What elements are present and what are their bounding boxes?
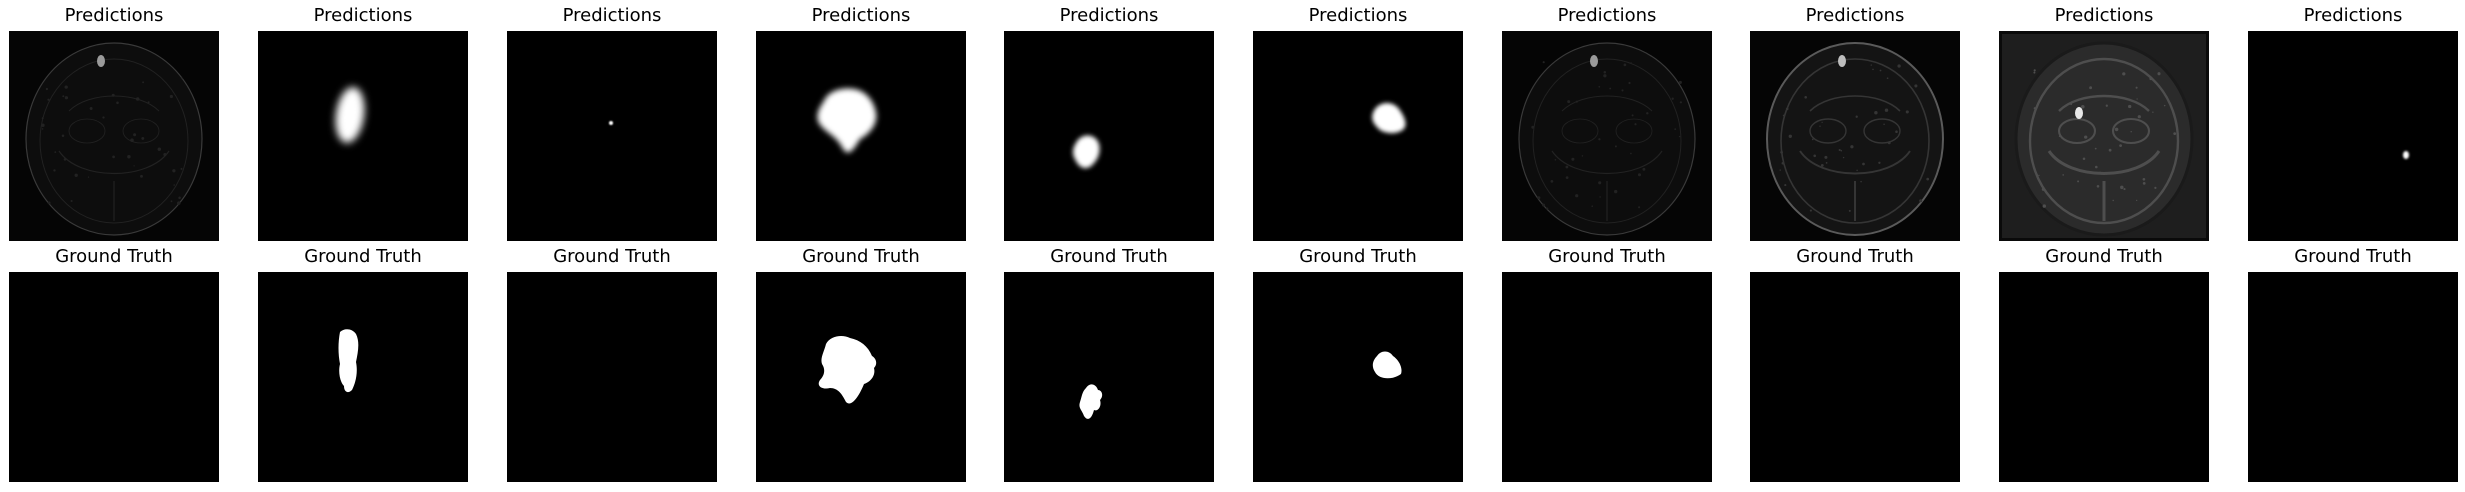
ground-truth-panel-7: Ground Truth	[1502, 241, 1712, 482]
segmentation-mask	[2403, 151, 2409, 159]
prediction-image	[9, 31, 219, 241]
panel-title: Predictions	[313, 5, 413, 26]
prediction-image	[1253, 31, 1463, 241]
ground-truth-panel-2: Ground Truth	[258, 241, 468, 482]
panel-title: Ground Truth	[553, 246, 671, 267]
segmentation-mask	[609, 121, 613, 125]
prediction-panel-2: Predictions	[258, 0, 468, 241]
panel-title: Predictions	[1059, 5, 1159, 26]
prediction-image	[2248, 31, 2458, 241]
ground-truth-panel-10: Ground Truth	[2248, 241, 2458, 482]
brain-scan-texture	[1518, 42, 1696, 236]
panel-title: Ground Truth	[304, 246, 422, 267]
prediction-panel-1: Predictions	[9, 0, 219, 241]
panel-title: Predictions	[2054, 5, 2154, 26]
segmentation-mask	[338, 329, 359, 393]
prediction-image	[258, 31, 468, 241]
ground-truth-image	[258, 272, 468, 482]
ground-truth-image	[2248, 272, 2458, 482]
panel-title: Predictions	[1805, 5, 1905, 26]
ground-truth-image	[756, 272, 966, 482]
ground-truth-panel-1: Ground Truth	[9, 241, 219, 482]
segmentation-mask	[1073, 135, 1100, 169]
prediction-image	[507, 31, 717, 241]
panel-title: Ground Truth	[2294, 246, 2412, 267]
panel-title: Predictions	[811, 5, 911, 26]
panel-title: Predictions	[1557, 5, 1657, 26]
segmentation-mask	[818, 336, 877, 404]
ground-truth-panel-9: Ground Truth	[1999, 241, 2209, 482]
prediction-image	[1502, 31, 1712, 241]
prediction-image	[756, 31, 966, 241]
ground-truth-image	[1750, 272, 1960, 482]
brain-scan-texture	[25, 42, 203, 236]
segmentation-mask	[1079, 384, 1103, 419]
panel-title: Ground Truth	[55, 246, 173, 267]
ground-truth-panel-8: Ground Truth	[1750, 241, 1960, 482]
panel-title: Ground Truth	[1050, 246, 1168, 267]
panel-title: Predictions	[2303, 5, 2403, 26]
panel-title: Ground Truth	[1548, 246, 1666, 267]
segmentation-mask	[1372, 103, 1406, 134]
prediction-panel-10: Predictions	[2248, 0, 2458, 241]
panel-title: Ground Truth	[2045, 246, 2163, 267]
prediction-panel-3: Predictions	[507, 0, 717, 241]
ground-truth-image	[9, 272, 219, 482]
brain-scan-texture	[1999, 31, 2209, 241]
prediction-panel-5: Predictions	[1004, 0, 1214, 241]
panel-title: Predictions	[1308, 5, 1408, 26]
ground-truth-panel-6: Ground Truth	[1253, 241, 1463, 482]
prediction-image	[1999, 31, 2209, 241]
ground-truth-image	[1502, 272, 1712, 482]
ground-truth-image	[507, 272, 717, 482]
ground-truth-panel-5: Ground Truth	[1004, 241, 1214, 482]
panel-title: Predictions	[64, 5, 164, 26]
ground-truth-image	[1253, 272, 1463, 482]
panel-title: Ground Truth	[802, 246, 920, 267]
prediction-panel-7: Predictions	[1502, 0, 1712, 241]
prediction-panel-8: Predictions	[1750, 0, 1960, 241]
prediction-panel-6: Predictions	[1253, 0, 1463, 241]
panel-title: Predictions	[562, 5, 662, 26]
ground-truth-image	[1999, 272, 2209, 482]
panel-title: Ground Truth	[1796, 246, 1914, 267]
ground-truth-image	[1004, 272, 1214, 482]
brain-scan-texture	[1766, 42, 1944, 236]
prediction-panel-9: Predictions	[1999, 0, 2209, 241]
prediction-image	[1750, 31, 1960, 241]
ground-truth-panel-3: Ground Truth	[507, 241, 717, 482]
segmentation-mask	[817, 88, 877, 153]
prediction-image	[1004, 31, 1214, 241]
panel-title: Ground Truth	[1299, 246, 1417, 267]
segmentation-mask	[1372, 351, 1402, 379]
prediction-panel-4: Predictions	[756, 0, 966, 241]
segmentation-mask	[335, 87, 365, 143]
ground-truth-panel-4: Ground Truth	[756, 241, 966, 482]
